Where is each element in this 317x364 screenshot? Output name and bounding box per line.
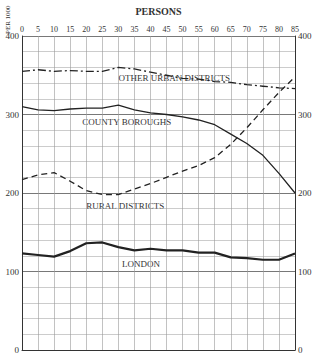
svg-text:60: 60 [211,25,219,34]
svg-text:100: 100 [298,267,312,277]
svg-text:25: 25 [98,25,106,34]
svg-text:400: 400 [6,31,20,41]
svg-text:70: 70 [243,25,251,34]
svg-text:50: 50 [179,25,187,34]
svg-text:0: 0 [20,25,24,34]
svg-text:0: 0 [15,345,20,355]
svg-text:40: 40 [146,25,154,34]
svg-text:5: 5 [36,25,40,34]
svg-text:85: 85 [291,25,299,34]
svg-text:35: 35 [130,25,138,34]
svg-text:15: 15 [66,25,74,34]
svg-text:45: 45 [163,25,171,34]
svg-text:100: 100 [6,267,20,277]
svg-text:OTHER URBAN DISTRICTS: OTHER URBAN DISTRICTS [118,73,231,84]
svg-text:300: 300 [6,110,20,120]
svg-text:400: 400 [298,31,312,41]
svg-text:10: 10 [50,25,58,34]
svg-text:20: 20 [82,25,90,34]
svg-text:LONDON: LONDON [122,259,160,269]
svg-text:RURAL DISTRICTS: RURAL DISTRICTS [86,201,164,211]
svg-text:55: 55 [195,25,203,34]
svg-text:COUNTY BOROUGHS: COUNTY BOROUGHS [82,117,171,127]
svg-text:65: 65 [227,25,235,34]
svg-text:200: 200 [6,188,20,198]
svg-text:0: 0 [298,345,303,355]
svg-text:PERSONS: PERSONS [135,6,182,17]
svg-text:300: 300 [298,110,312,120]
svg-text:PER 1000: PER 1000 [4,5,12,34]
svg-text:75: 75 [259,25,267,34]
svg-text:200: 200 [298,188,312,198]
svg-text:30: 30 [114,25,122,34]
svg-text:80: 80 [275,25,283,34]
